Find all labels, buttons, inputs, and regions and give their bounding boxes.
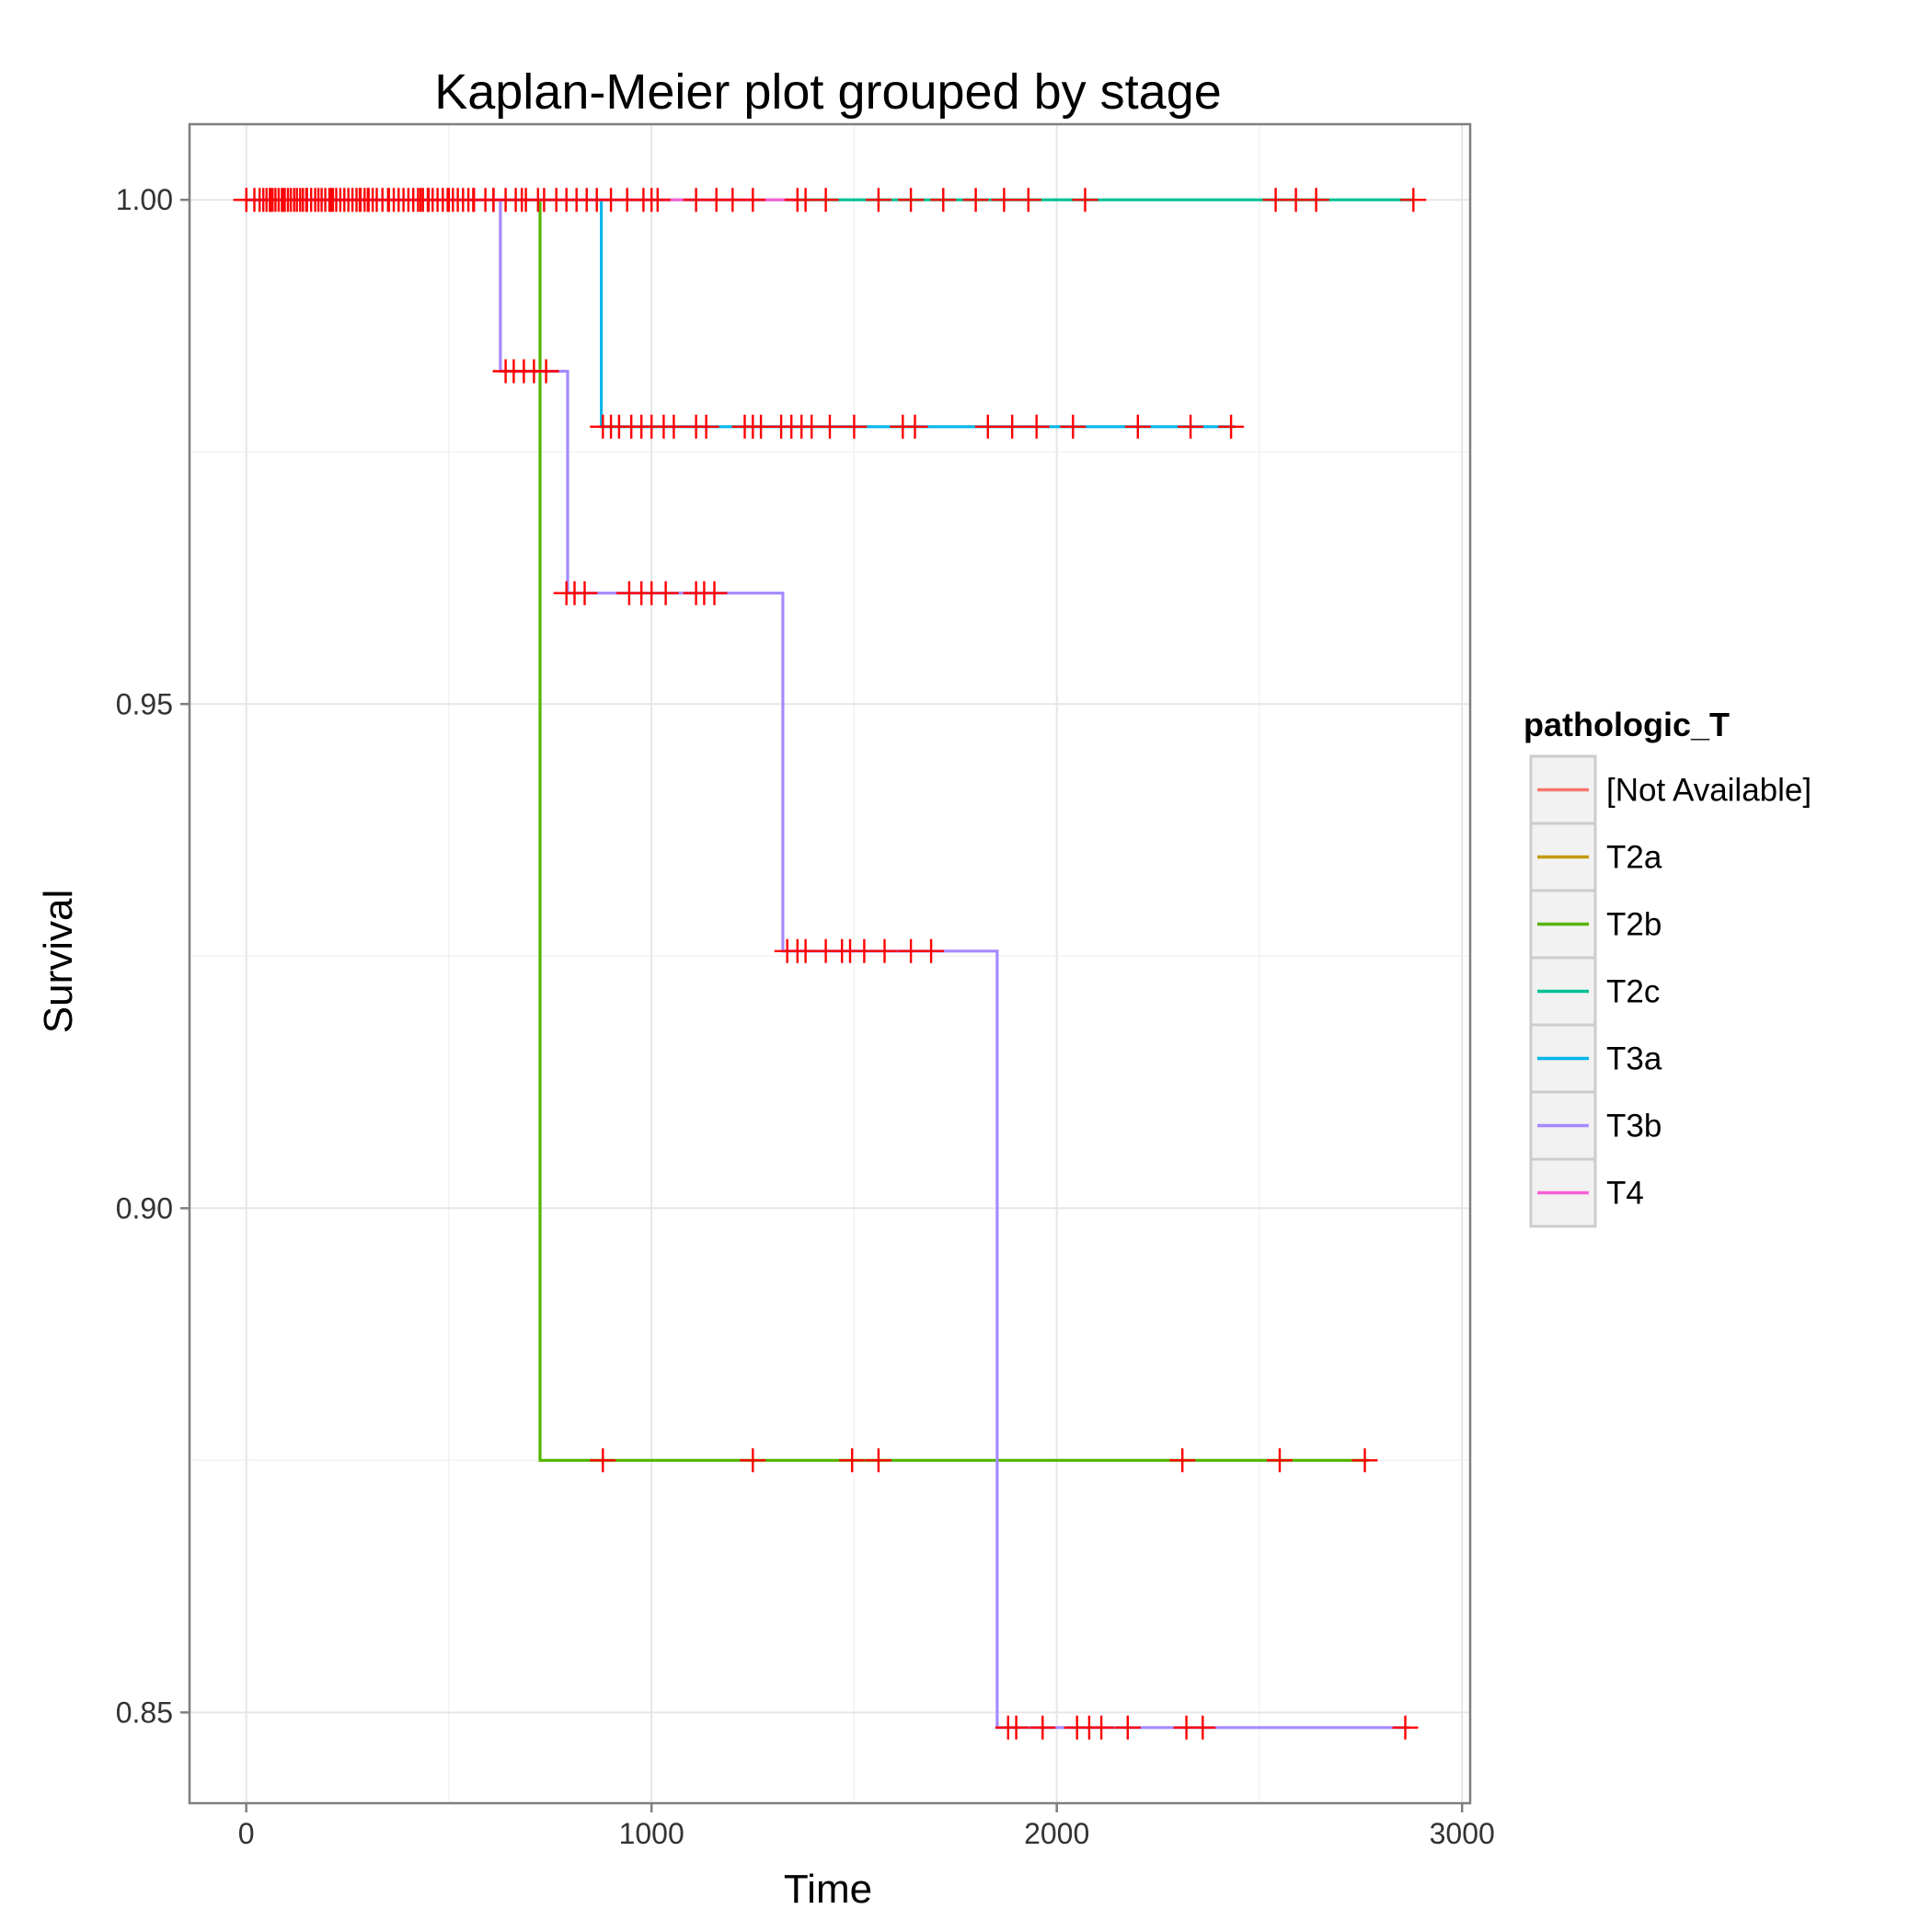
legend-item: T2a [1529, 822, 1662, 892]
censor-mark [812, 188, 839, 213]
panel-border [188, 122, 1472, 1805]
censor-mark [1267, 1448, 1293, 1473]
censor-mark [902, 414, 928, 439]
censor-mark [991, 188, 1018, 213]
censor-mark [962, 188, 989, 213]
legend-item: T3b [1529, 1090, 1662, 1161]
censor-mark [1392, 1715, 1419, 1740]
censor-mark [693, 414, 719, 439]
y-tick-label: 0.95 [116, 687, 173, 720]
censor-mark [817, 414, 843, 439]
censor-mark [583, 188, 610, 213]
legend-label: T4 [1606, 1176, 1644, 1212]
censor-mark [1190, 1715, 1216, 1740]
censor-mark [871, 938, 898, 963]
censor-mark [784, 188, 811, 213]
censor-mark [590, 1448, 616, 1473]
legend-item: T2c [1529, 956, 1660, 1027]
censor-mark [898, 188, 925, 213]
censor-layer [233, 188, 1427, 1740]
y-tick-label: 0.90 [116, 1191, 173, 1225]
y-axis-title: Survival [36, 890, 81, 1034]
y-axis: 0.85 0.90 0.95 1.00 [116, 183, 190, 1729]
censor-mark [999, 414, 1026, 439]
x-tick-label: 0 [238, 1817, 255, 1850]
censor-mark [1114, 1715, 1141, 1740]
censor-mark [1023, 414, 1050, 439]
censor-mark [740, 188, 766, 213]
censor-mark [865, 188, 891, 213]
censor-mark [839, 1448, 866, 1473]
censor-mark [661, 414, 687, 439]
legend-label: [Not Available] [1606, 773, 1811, 809]
legend-label: T2a [1606, 840, 1662, 876]
censor-mark [974, 414, 1001, 439]
panel-background [190, 124, 1470, 1803]
censor-mark [1400, 188, 1427, 213]
censor-mark [1303, 188, 1329, 213]
censor-mark [865, 1448, 891, 1473]
censor-mark [1124, 414, 1151, 439]
censor-mark [571, 581, 598, 605]
legend-item: T4 [1529, 1157, 1644, 1228]
censor-mark [652, 581, 679, 605]
censor-mark [533, 359, 559, 384]
censor-mark [1351, 1448, 1378, 1473]
legend-item: [Not Available] [1529, 754, 1811, 825]
legend-item: T2b [1529, 889, 1662, 960]
legend-title: pathologic_T [1524, 706, 1730, 743]
censor-mark [918, 938, 945, 963]
legend-items: [Not Available] T2a T2b T2c T3a T3b T4 [1529, 754, 1811, 1228]
censor-mark [1029, 1715, 1056, 1740]
censor-mark [1178, 414, 1204, 439]
censor-mark [638, 188, 665, 213]
censor-mark [1060, 414, 1087, 439]
censor-mark [1218, 414, 1245, 439]
x-tick-label: 3000 [1430, 1817, 1495, 1850]
censor-mark [1169, 1448, 1196, 1473]
y-tick-label: 1.00 [116, 183, 173, 216]
censor-mark [740, 1448, 766, 1473]
x-axis-title: Time [784, 1867, 872, 1912]
legend: pathologic_T [Not Available] T2a T2b T2c T3a… [1524, 706, 1811, 1228]
legend-item: T3a [1529, 1023, 1662, 1094]
censor-mark [701, 581, 728, 605]
x-tick-label: 2000 [1024, 1817, 1089, 1850]
censor-mark [841, 414, 868, 439]
censor-mark [930, 188, 957, 213]
legend-label: T3b [1606, 1109, 1662, 1144]
censor-mark [1003, 1715, 1029, 1740]
chart-title: Kaplan-Meier plot grouped by stage [434, 64, 1222, 120]
legend-label: T3a [1606, 1041, 1662, 1077]
legend-label: T2b [1606, 907, 1662, 943]
censor-mark [1015, 188, 1041, 213]
x-axis: 0 1000 2000 3000 [238, 1803, 1495, 1850]
censor-mark [1072, 188, 1098, 213]
censor-mark [1088, 1715, 1115, 1740]
x-tick-label: 1000 [619, 1817, 684, 1850]
legend-label: T2c [1606, 974, 1660, 1010]
y-tick-label: 0.85 [116, 1696, 173, 1729]
plot-panel [188, 122, 1472, 1805]
